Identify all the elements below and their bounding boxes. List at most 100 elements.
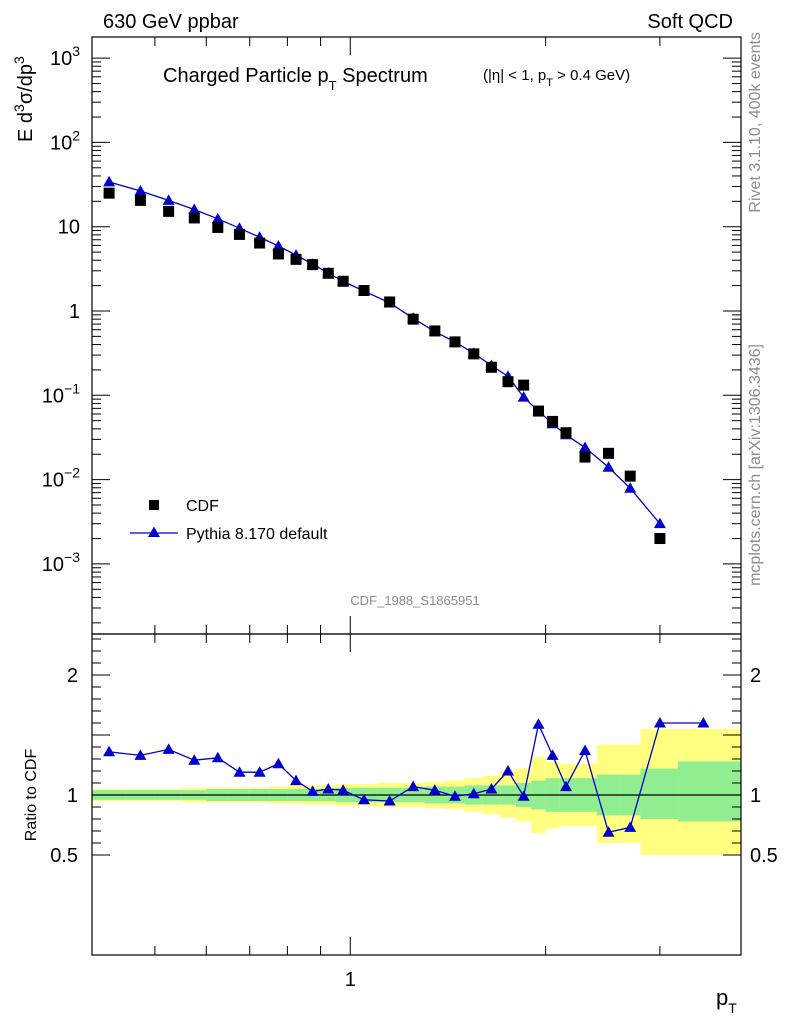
cdf-point xyxy=(429,325,441,337)
ratio-point xyxy=(383,795,396,806)
svg-text:E d3σ/dp3: E d3σ/dp3 xyxy=(11,56,37,142)
pythia-point xyxy=(188,203,201,214)
chart-title: Charged Particle pT Spectrum (|η| < 1, p… xyxy=(163,65,630,93)
cdf-point xyxy=(532,405,544,417)
pythia-point xyxy=(579,441,592,453)
cdf-point xyxy=(384,296,396,308)
ratio-ylabel: Ratio to CDF xyxy=(23,749,40,842)
cdf-point xyxy=(163,205,175,217)
ratio-point xyxy=(407,780,420,792)
cdf-point xyxy=(290,253,302,265)
legend-pythia-marker xyxy=(148,526,160,537)
ratio-point xyxy=(624,821,637,832)
ratio-y-tick-label: 2 xyxy=(67,665,78,687)
main-ylabel: E d3σ/dp3 xyxy=(11,56,37,142)
cdf-point xyxy=(307,259,319,271)
ratio-point xyxy=(272,757,285,769)
ratio-point xyxy=(697,717,710,728)
pythia-point xyxy=(517,391,530,402)
cdf-point xyxy=(547,415,559,427)
cdf-point xyxy=(449,336,461,348)
main-y-tick-label: 103 xyxy=(50,43,80,70)
pythia-point xyxy=(134,185,147,196)
main-y-tick-label: 10 xyxy=(58,217,80,239)
pythia-point xyxy=(103,175,116,187)
ratio-point xyxy=(322,783,335,794)
cdf-point xyxy=(502,376,514,388)
cdf-point xyxy=(603,447,615,459)
ratio-point xyxy=(358,793,371,805)
ratio-point xyxy=(532,718,545,729)
legend-pythia-label: Pythia 8.170 default xyxy=(186,526,328,543)
ratio-point xyxy=(162,743,175,754)
cdf-point xyxy=(654,533,666,545)
ratio-point xyxy=(546,749,559,760)
mcplots-label: mcplots.cern.ch [arXiv:1306.3436] xyxy=(747,344,764,586)
cdf-point xyxy=(518,379,530,391)
ratio-point xyxy=(467,787,480,799)
ratio-point xyxy=(233,766,246,777)
cdf-point xyxy=(624,470,636,482)
ratio-y-tick-label-right: 2 xyxy=(750,665,761,687)
ratio-point xyxy=(602,826,615,837)
cdf-point xyxy=(485,361,497,373)
pythia-point xyxy=(624,482,637,493)
category-label: Soft QCD xyxy=(647,11,733,33)
ratio-y-tick-label: 1 xyxy=(67,785,78,807)
process-label: 630 GeV ppbar xyxy=(103,11,239,33)
ratio-point xyxy=(560,780,573,792)
stat-uncertainty-band xyxy=(678,761,741,822)
main-y-tick-label: 1 xyxy=(69,301,80,323)
main-y-tick-label: 102 xyxy=(50,127,80,154)
main-y-tick-label: 10−2 xyxy=(42,465,80,492)
cdf-point xyxy=(337,275,349,287)
pythia-point xyxy=(211,212,224,224)
cdf-point xyxy=(322,267,334,279)
cdf-point xyxy=(407,313,419,325)
cdf-point xyxy=(233,228,245,240)
main-y-tick-label: 10−3 xyxy=(42,549,80,576)
cdf-point xyxy=(212,221,224,233)
pythia-point xyxy=(272,240,285,251)
cdf-point xyxy=(272,248,284,260)
cdf-point xyxy=(468,348,480,360)
analysis-id: CDF_1988_S1865951 xyxy=(350,593,479,608)
main-frame xyxy=(91,36,742,635)
ratio-point xyxy=(485,783,498,794)
stat-uncertainty-band xyxy=(640,768,679,819)
cdf-point xyxy=(579,451,591,463)
ratio-plot: 0.5 0.5 1 1 2 2 1 Ratio to CDF pT xyxy=(23,633,778,1016)
pythia-series-line xyxy=(108,181,661,525)
pythia-point xyxy=(602,461,615,472)
ratio-point xyxy=(579,744,592,756)
ratio-point xyxy=(211,751,224,763)
ratio-point xyxy=(306,785,319,796)
ratio-point xyxy=(337,784,350,795)
chart-subtitle-text: (|η| < 1, pT > 0.4 GeV) xyxy=(483,67,630,89)
ratio-point xyxy=(290,774,303,786)
ratio-y-tick-label-right: 1 xyxy=(750,785,761,807)
pythia-point xyxy=(162,194,175,205)
ratio-point xyxy=(448,790,461,801)
ratio-point xyxy=(134,749,147,760)
ratio-y-tick-label: 0.5 xyxy=(50,845,78,867)
legend-cdf-marker xyxy=(149,500,159,510)
main-plot: 10−3 10−2 10−1 1 10 102 103 CDF Pythia 8.170 d… xyxy=(11,36,742,635)
ratio-y-tick-label-right: 0.5 xyxy=(750,845,778,867)
x-axis-label: pT xyxy=(716,985,737,1016)
ratio-point xyxy=(653,717,666,728)
svg-text:pT: pT xyxy=(716,985,737,1016)
ratio-point xyxy=(188,754,201,765)
rivet-label: Rivet 3.1.10, 400k events xyxy=(747,32,764,213)
cdf-point xyxy=(103,187,115,199)
ratio-point xyxy=(517,790,530,801)
main-y-tick-label: 10−1 xyxy=(42,380,80,407)
cdf-point xyxy=(254,237,266,249)
ratio-point xyxy=(103,745,116,757)
cdf-point xyxy=(560,427,572,439)
chart-title-text: Charged Particle pT Spectrum xyxy=(163,65,428,93)
legend: CDF Pythia 8.170 default xyxy=(130,498,328,543)
x-tick-label: 1 xyxy=(345,969,356,991)
ratio-point xyxy=(253,766,266,777)
